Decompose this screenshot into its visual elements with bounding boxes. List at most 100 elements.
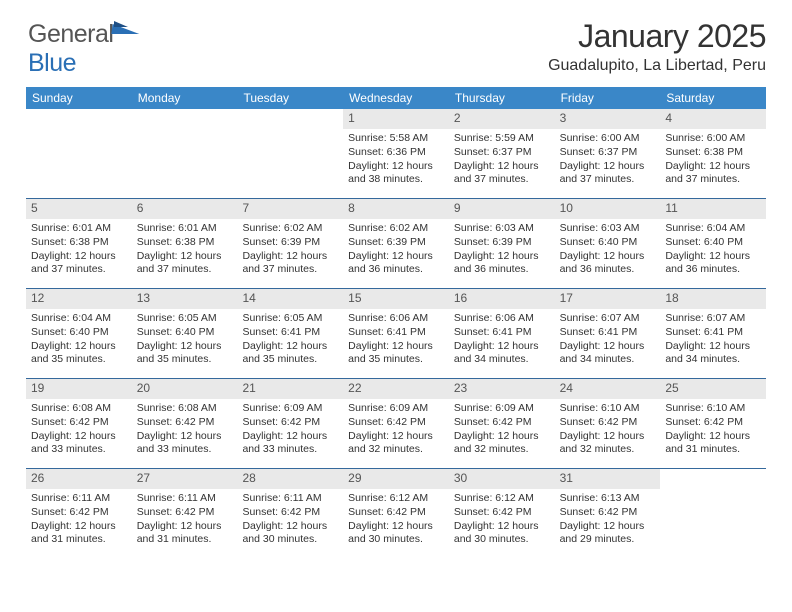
day-cell: 10 Sunrise: 6:03 AMSunset: 6:40 PMDayligh… (555, 199, 661, 288)
day-number: 31 (555, 469, 661, 489)
day-cell: 13Sunrise: 6:05 AMSunset: 6:40 PMDayligh… (132, 289, 238, 378)
day-number: 21 (237, 379, 343, 399)
day-detail-line: Daylight: 12 hours and 32 minutes. (348, 430, 444, 458)
day-detail-line: Sunrise: 6:11 AM (242, 492, 338, 506)
day-detail-line: Daylight: 12 hours and 33 minutes. (242, 430, 338, 458)
day-cell: 21 Sunrise: 6:09 AMSunset: 6:42 PMDayligh… (237, 379, 343, 468)
day-cell: 3Sunrise: 6:00 AMSunset: 6:37 PMDaylight… (555, 109, 661, 198)
day-details: Sunrise: 6:11 AMSunset: 6:42 PMDaylight:… (30, 492, 128, 547)
day-detail-line: Daylight: 12 hours and 31 minutes. (31, 520, 127, 548)
day-cell: 12Sunrise: 6:04 AMSunset: 6:40 PMDayligh… (26, 289, 132, 378)
day-details: Sunrise: 6:13 AMSunset: 6:42 PMDaylight:… (559, 492, 657, 547)
day-number: 4 (660, 109, 766, 129)
logo-word1: General (28, 20, 113, 48)
day-number: 10 (555, 199, 661, 219)
day-detail-line: Sunrise: 6:12 AM (454, 492, 550, 506)
day-detail-line: Sunrise: 6:00 AM (665, 132, 761, 146)
day-detail-line: Daylight: 12 hours and 34 minutes. (560, 340, 656, 368)
day-number: 27 (132, 469, 238, 489)
day-detail-line: Sunrise: 6:02 AM (348, 222, 444, 236)
day-details: Sunrise: 6:02 AMSunset: 6:39 PMDaylight:… (241, 222, 339, 277)
day-details: Sunrise: 6:04 AMSunset: 6:40 PMDaylight:… (664, 222, 762, 277)
day-details: Sunrise: 6:03 AMSunset: 6:40 PMDaylight:… (559, 222, 657, 277)
day-cell: 9Sunrise: 6:03 AMSunset: 6:39 PMDaylight… (449, 199, 555, 288)
day-details: Sunrise: 6:04 AMSunset: 6:40 PMDaylight:… (30, 312, 128, 367)
day-cell: 26Sunrise: 6:11 AMSunset: 6:42 PMDayligh… (26, 469, 132, 559)
day-details: Sunrise: 6:06 AMSunset: 6:41 PMDaylight:… (453, 312, 551, 367)
day-cell: 14 Sunrise: 6:05 AMSunset: 6:41 PMDayligh… (237, 289, 343, 378)
day-detail-line: Daylight: 12 hours and 33 minutes. (31, 430, 127, 458)
day-number: 23 (449, 379, 555, 399)
day-number: 22 (343, 379, 449, 399)
day-detail-line: Sunset: 6:41 PM (560, 326, 656, 340)
day-detail-line: Daylight: 12 hours and 35 minutes. (348, 340, 444, 368)
day-detail-line: Sunset: 6:42 PM (137, 416, 233, 430)
day-detail-line: Sunrise: 6:06 AM (454, 312, 550, 326)
day-detail-line: Sunrise: 6:04 AM (31, 312, 127, 326)
day-detail-line: Daylight: 12 hours and 35 minutes. (137, 340, 233, 368)
day-cell: 8Sunrise: 6:02 AMSunset: 6:39 PMDaylight… (343, 199, 449, 288)
day-cell: 11 Sunrise: 6:04 AMSunset: 6:40 PMDayligh… (660, 199, 766, 288)
day-cell: 29Sunrise: 6:12 AMSunset: 6:42 PMDayligh… (343, 469, 449, 559)
day-cell: 25Sunrise: 6:10 AMSunset: 6:42 PMDayligh… (660, 379, 766, 468)
day-detail-line: Sunrise: 6:01 AM (31, 222, 127, 236)
day-number: 20 (132, 379, 238, 399)
day-detail-line: Sunset: 6:38 PM (31, 236, 127, 250)
day-number: 19 (26, 379, 132, 399)
day-detail-line: Sunrise: 6:00 AM (560, 132, 656, 146)
day-detail-line: Daylight: 12 hours and 29 minutes. (560, 520, 656, 548)
day-detail-line: Sunrise: 6:09 AM (454, 402, 550, 416)
day-detail-line: Sunset: 6:42 PM (137, 506, 233, 520)
day-detail-line: Daylight: 12 hours and 31 minutes. (137, 520, 233, 548)
day-number: 13 (132, 289, 238, 309)
day-cell: 18 Sunrise: 6:07 AMSunset: 6:41 PMDayligh… (660, 289, 766, 378)
day-detail-line: Sunrise: 6:04 AM (665, 222, 761, 236)
day-cell: 24Sunrise: 6:10 AMSunset: 6:42 PMDayligh… (555, 379, 661, 468)
day-number: 11 (660, 199, 766, 219)
day-detail-line: Daylight: 12 hours and 31 minutes. (665, 430, 761, 458)
day-detail-line: Sunset: 6:42 PM (31, 506, 127, 520)
day-number: 2 (449, 109, 555, 129)
day-detail-line: Daylight: 12 hours and 30 minutes. (348, 520, 444, 548)
week-row: 12Sunrise: 6:04 AMSunset: 6:40 PMDayligh… (26, 289, 766, 379)
day-details: Sunrise: 6:07 AMSunset: 6:41 PMDaylight:… (664, 312, 762, 367)
day-details: Sunrise: 6:02 AMSunset: 6:39 PMDaylight:… (347, 222, 445, 277)
day-details: Sunrise: 6:09 AMSunset: 6:42 PMDaylight:… (241, 402, 339, 457)
day-number: 30 (449, 469, 555, 489)
day-details: Sunrise: 6:11 AMSunset: 6:42 PMDaylight:… (241, 492, 339, 547)
day-detail-line: Sunrise: 6:09 AM (242, 402, 338, 416)
day-cell: 17Sunrise: 6:07 AMSunset: 6:41 PMDayligh… (555, 289, 661, 378)
day-details: Sunrise: 6:07 AMSunset: 6:41 PMDaylight:… (559, 312, 657, 367)
day-detail-line: Daylight: 12 hours and 32 minutes. (560, 430, 656, 458)
day-detail-line: Sunset: 6:42 PM (348, 506, 444, 520)
day-detail-line: Daylight: 12 hours and 34 minutes. (665, 340, 761, 368)
day-cell: 2Sunrise: 5:59 AMSunset: 6:37 PMDaylight… (449, 109, 555, 198)
day-number: 6 (132, 199, 238, 219)
day-details: Sunrise: 6:01 AMSunset: 6:38 PMDaylight:… (136, 222, 234, 277)
day-detail-line: Daylight: 12 hours and 35 minutes. (31, 340, 127, 368)
day-number: 14 (237, 289, 343, 309)
weekday-header-cell: Sunday (26, 87, 132, 109)
day-cell: 23Sunrise: 6:09 AMSunset: 6:42 PMDayligh… (449, 379, 555, 468)
day-detail-line: Sunset: 6:42 PM (560, 506, 656, 520)
day-details: Sunrise: 6:10 AMSunset: 6:42 PMDaylight:… (664, 402, 762, 457)
day-number: 18 (660, 289, 766, 309)
day-number: 24 (555, 379, 661, 399)
day-number: 29 (343, 469, 449, 489)
weeks-container: 1Sunrise: 5:58 AMSunset: 6:36 PMDaylight… (26, 109, 766, 559)
brand-logo: General Blue (28, 20, 158, 62)
day-number: 7 (237, 199, 343, 219)
week-row: 19Sunrise: 6:08 AMSunset: 6:42 PMDayligh… (26, 379, 766, 469)
day-cell: 1Sunrise: 5:58 AMSunset: 6:36 PMDaylight… (343, 109, 449, 198)
day-detail-line: Daylight: 12 hours and 36 minutes. (560, 250, 656, 278)
day-detail-line: Sunrise: 6:13 AM (560, 492, 656, 506)
day-details: Sunrise: 6:05 AMSunset: 6:41 PMDaylight:… (241, 312, 339, 367)
day-detail-line: Sunset: 6:41 PM (242, 326, 338, 340)
day-detail-line: Sunset: 6:39 PM (454, 236, 550, 250)
day-details: Sunrise: 6:03 AMSunset: 6:39 PMDaylight:… (453, 222, 551, 277)
day-detail-line: Daylight: 12 hours and 37 minutes. (31, 250, 127, 278)
weekday-header-row: SundayMondayTuesdayWednesdayThursdayFrid… (26, 87, 766, 109)
day-detail-line: Sunrise: 6:11 AM (31, 492, 127, 506)
week-row: 26Sunrise: 6:11 AMSunset: 6:42 PMDayligh… (26, 469, 766, 559)
day-detail-line: Sunset: 6:42 PM (242, 416, 338, 430)
